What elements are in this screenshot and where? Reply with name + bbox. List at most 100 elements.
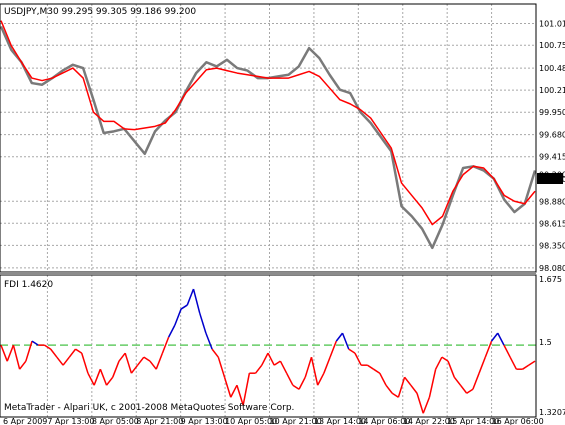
fdi-segment bbox=[385, 384, 393, 394]
fdi-segment bbox=[217, 356, 226, 378]
fdi-segment bbox=[285, 372, 294, 386]
fdi-segment bbox=[366, 364, 374, 370]
fdi-segment bbox=[99, 368, 108, 386]
y-tick-label: 100.755 bbox=[539, 41, 565, 50]
moving-average-line bbox=[0, 20, 536, 226]
fdi-segment bbox=[528, 360, 536, 366]
main-title: USDJPY,M30 99.295 99.305 99.186 99.200 bbox=[4, 7, 196, 17]
fdi-segment bbox=[0, 344, 8, 362]
fdi-segment bbox=[335, 332, 344, 342]
fdi-segment bbox=[6, 344, 15, 362]
fdi-segment bbox=[416, 393, 424, 414]
fdi-segment bbox=[298, 376, 306, 390]
fdi-segment bbox=[341, 332, 350, 350]
price-series-group bbox=[0, 25, 537, 250]
fdi-segment bbox=[254, 364, 263, 374]
x-tick-label: 8 Apr 21:00 bbox=[136, 417, 183, 425]
y-tick-label: 101.015 bbox=[539, 20, 565, 29]
fdi-segment bbox=[310, 356, 319, 386]
fdi-segment bbox=[31, 340, 39, 346]
x-tick-label: 10 Apr 21:00 bbox=[270, 417, 322, 425]
fdi-segment bbox=[236, 384, 244, 406]
fdi-segment bbox=[329, 340, 338, 358]
fdi-segment bbox=[112, 360, 120, 378]
fdi-segment bbox=[410, 384, 418, 394]
fdi-segment bbox=[167, 324, 176, 338]
x-tick-label: 10 Apr 05:00 bbox=[225, 417, 277, 425]
fdi-segment bbox=[56, 356, 64, 366]
fdi-segment bbox=[25, 340, 33, 362]
fdi-segment bbox=[273, 360, 281, 366]
fdi-segment bbox=[472, 372, 480, 390]
fdi-segment bbox=[497, 332, 505, 346]
fdi-segment bbox=[192, 288, 201, 314]
y-tick-label: 100.215 bbox=[539, 86, 565, 95]
fdi-segment bbox=[404, 376, 412, 386]
y-tick-label: 99.680 bbox=[539, 131, 565, 140]
fdi-segment bbox=[391, 392, 399, 398]
fdi-segment bbox=[422, 396, 431, 414]
fdi-segment bbox=[155, 352, 164, 370]
fdi-segment bbox=[441, 356, 449, 362]
fdi-segment bbox=[242, 373, 251, 406]
y-tick-label: 99.415 bbox=[539, 153, 565, 162]
fdi-segment bbox=[323, 356, 331, 374]
fdi-segment bbox=[304, 356, 313, 378]
fdi-segment bbox=[143, 356, 151, 362]
fdi-segment bbox=[434, 356, 443, 370]
x-tick-label: 8 Apr 05:00 bbox=[92, 417, 139, 425]
y-tick-label: 98.615 bbox=[539, 219, 565, 228]
fdi-segment bbox=[292, 384, 300, 390]
fdi-segment bbox=[81, 352, 89, 374]
ma-series-group bbox=[0, 20, 536, 226]
fdi-segment bbox=[509, 356, 518, 370]
y-tick-label: 1.3207 bbox=[539, 408, 565, 417]
fdi-segment bbox=[62, 356, 70, 366]
fdi-segment bbox=[447, 360, 455, 378]
x-axis: 6 Apr 2009 7 Apr 13:008 Apr 05:008 Apr 21… bbox=[3, 417, 544, 425]
fdi-segment bbox=[397, 376, 406, 398]
fdi-segment bbox=[87, 372, 95, 386]
fdi-segment bbox=[161, 336, 170, 354]
fdi-segment bbox=[230, 384, 238, 398]
fdi-segment bbox=[68, 348, 77, 358]
fdi-segment bbox=[459, 384, 468, 394]
x-tick-label: 16 Apr 06:00 bbox=[492, 417, 544, 425]
y-tick-label: 98.350 bbox=[539, 241, 565, 250]
fdi-segment bbox=[205, 332, 213, 350]
y-tick-label: 98.880 bbox=[539, 197, 565, 206]
main-panel-frame bbox=[0, 3, 537, 273]
fdi-segment bbox=[149, 360, 157, 370]
fdi-segment bbox=[137, 356, 145, 366]
sub-grid bbox=[0, 275, 536, 417]
x-tick-label: 6 Apr 2009 bbox=[3, 417, 47, 425]
fdi-segment bbox=[428, 369, 437, 398]
fdi-segment bbox=[317, 372, 325, 386]
fdi-segment bbox=[75, 348, 83, 354]
price-line bbox=[0, 25, 537, 250]
fdi-segment bbox=[503, 344, 511, 358]
fdi-segment bbox=[93, 368, 102, 386]
fdi-segment bbox=[279, 360, 288, 374]
y-tick-label: 100.480 bbox=[539, 64, 565, 73]
fdi-segment bbox=[174, 308, 182, 326]
fdi-segment bbox=[118, 352, 126, 362]
main-y-axis: 101.015 100.755 100.480 100.215 99.950 99.680… bbox=[539, 20, 565, 273]
fdi-series-group bbox=[0, 288, 536, 414]
sub-panel-frame bbox=[0, 274, 537, 418]
x-tick-label: 15 Apr 14:00 bbox=[447, 417, 499, 425]
fdi-segment bbox=[348, 348, 356, 354]
fdi-segment bbox=[379, 372, 387, 386]
x-tick-label: 13 Apr 14:00 bbox=[314, 417, 366, 425]
copyright-text: MetaTrader - Alpari UK, c 2001-2008 Meta… bbox=[4, 403, 294, 413]
fdi-segment bbox=[373, 368, 381, 374]
sub-y-axis: 1.675 1.5 1.3207 bbox=[539, 275, 565, 417]
fdi-segment bbox=[522, 364, 530, 370]
fdi-segment bbox=[105, 376, 114, 386]
y-tick-label: 1.5 bbox=[539, 338, 552, 347]
main-grid bbox=[0, 4, 536, 272]
fdi-segment bbox=[354, 352, 362, 366]
y-tick-label: 1.675 bbox=[539, 275, 562, 284]
x-tick-label: 14 Apr 06:00 bbox=[358, 417, 410, 425]
fdi-segment bbox=[12, 344, 21, 370]
